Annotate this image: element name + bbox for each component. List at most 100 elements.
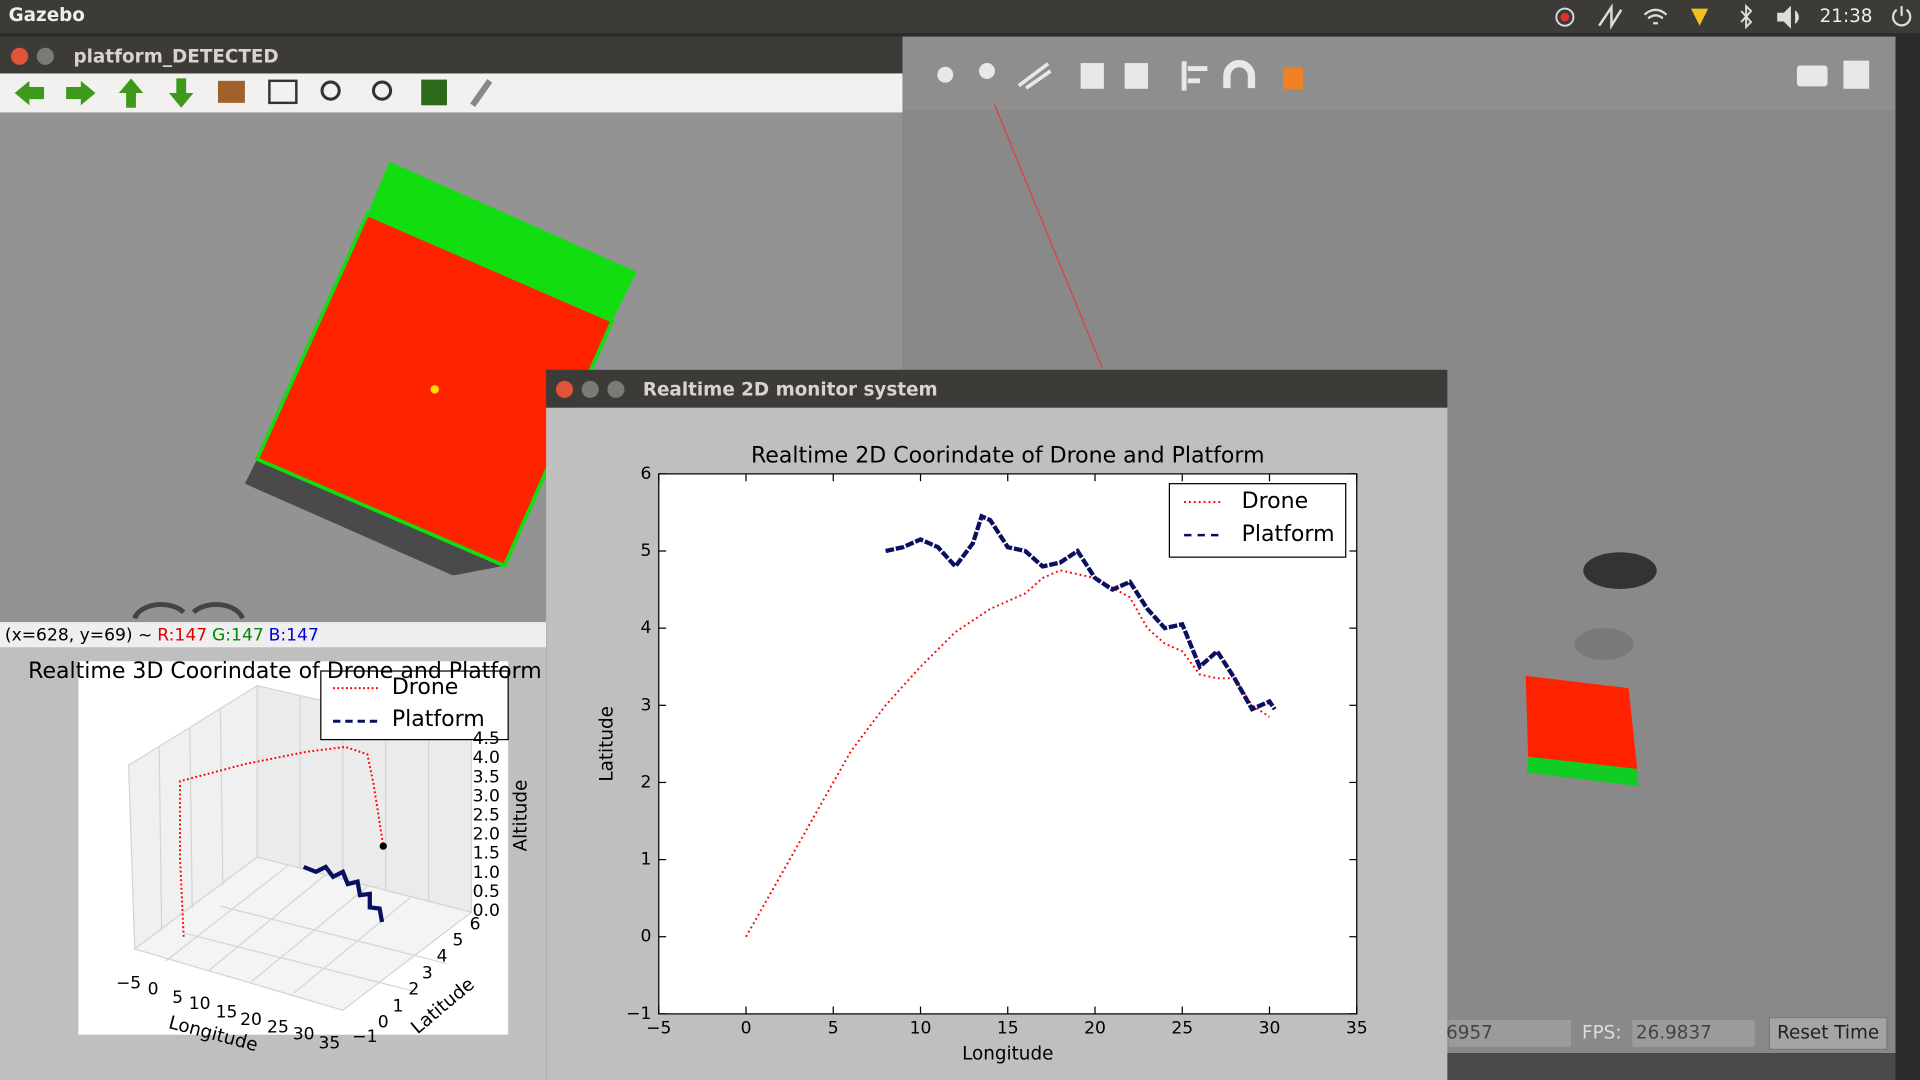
legend-label: Platform xyxy=(1242,522,1335,547)
align-tool[interactable] xyxy=(1181,61,1208,91)
sim-time: 6957 xyxy=(1446,1022,1493,1043)
status-text: (x=628, y=69) ~ R:147 G:147 B:147 xyxy=(5,626,319,646)
platform-shadow xyxy=(244,459,505,576)
sun-tool[interactable] xyxy=(937,66,954,83)
power-icon[interactable] xyxy=(1892,6,1912,27)
camera-title-bar xyxy=(0,36,903,74)
point-light-tool[interactable] xyxy=(978,63,995,79)
view-tool[interactable] xyxy=(1283,67,1303,90)
scene-drone[interactable] xyxy=(1583,552,1657,589)
y-tick-label: 5 xyxy=(453,930,464,950)
x-tick-label: 5 xyxy=(172,988,183,1008)
window-title: Realtime 2D monitor system xyxy=(643,380,938,401)
scene-platform-edge xyxy=(1526,756,1639,787)
y-axis-label: Latitude xyxy=(596,706,617,782)
fps-value: 26.9837 xyxy=(1636,1022,1712,1043)
screenshot-tool[interactable] xyxy=(1796,65,1828,87)
x-tick-label: 20 xyxy=(240,1010,262,1030)
forward-tool[interactable] xyxy=(66,80,96,106)
vpn-icon[interactable] xyxy=(1691,8,1709,26)
x-tick-label: 20 xyxy=(1084,1019,1106,1039)
clock: 21:38 xyxy=(1820,6,1873,27)
window-title: platform_DETECTED xyxy=(73,47,278,68)
minimize-button[interactable] xyxy=(581,380,599,398)
save-tool[interactable] xyxy=(421,79,447,106)
zoom-in-tool[interactable] xyxy=(320,80,341,101)
fps-field xyxy=(1632,1020,1755,1047)
ray xyxy=(993,103,1103,368)
y-tick-label: 3 xyxy=(422,963,433,983)
zoom-out-tool[interactable] xyxy=(371,80,393,101)
drone-path-3d xyxy=(179,745,385,937)
z-tick-label: 2.0 xyxy=(473,825,500,845)
legend-label: Platform xyxy=(392,707,485,732)
camera-tools xyxy=(14,78,493,108)
log-tool[interactable] xyxy=(1843,60,1870,89)
copy-tool[interactable] xyxy=(1080,63,1104,89)
sim-time-field xyxy=(1448,1020,1572,1047)
bluetooth-icon[interactable] xyxy=(1740,3,1753,30)
volume-icon[interactable] xyxy=(1777,5,1799,29)
y-tick-label: −1 xyxy=(626,1004,651,1024)
y-tick-label: 1 xyxy=(641,850,652,870)
back-tool[interactable] xyxy=(14,80,45,106)
y-tick-label: 6 xyxy=(470,914,481,934)
platform-path-3d xyxy=(302,864,385,923)
down-tool[interactable] xyxy=(168,78,194,108)
platform-green xyxy=(367,161,637,321)
pane-grid xyxy=(158,695,448,994)
x-tick-label: 25 xyxy=(267,1017,289,1037)
image-tool[interactable] xyxy=(217,80,245,103)
series-line xyxy=(745,569,1271,938)
app-name: Gazebo xyxy=(9,5,85,26)
x-tick-label: 30 xyxy=(1259,1019,1281,1039)
y-tick-label: 4 xyxy=(437,946,448,966)
camera-toolbar xyxy=(0,73,903,113)
record-icon[interactable] xyxy=(1555,7,1575,27)
x-tick-label: −5 xyxy=(646,1019,671,1039)
record-dot xyxy=(1560,12,1570,22)
y-tick-label: 2 xyxy=(641,772,652,792)
x-axis-label: Longitude xyxy=(962,1043,1053,1064)
fit-tool[interactable] xyxy=(268,79,298,105)
z-tick-label: 4.0 xyxy=(473,748,500,768)
x-tick-label: −5 xyxy=(116,973,141,993)
z-axis-label: Altitude xyxy=(511,780,532,852)
y-tick-label: −1 xyxy=(352,1027,377,1047)
x-tick-label: 15 xyxy=(997,1019,1019,1039)
y-tick-label: 1 xyxy=(393,997,404,1017)
chart-title: Realtime 2D Coorindate of Drone and Plat… xyxy=(751,444,1265,469)
plot-area xyxy=(658,473,1358,1015)
fps-label: FPS: xyxy=(1582,1022,1621,1043)
status-part: B:147 xyxy=(269,626,319,646)
minimize-button[interactable] xyxy=(36,47,54,65)
reset-time-button[interactable] xyxy=(1768,1016,1888,1051)
x-tick-label: 0 xyxy=(148,979,159,999)
y-tick-label: 4 xyxy=(641,618,652,638)
clear-tool[interactable] xyxy=(470,79,493,108)
status-part: (x=628, y=69) ~ xyxy=(5,626,153,646)
app-indicator[interactable] xyxy=(1598,3,1623,31)
paste-tool[interactable] xyxy=(1124,63,1148,89)
z-tick-label: 0.5 xyxy=(473,882,500,902)
snap-tool[interactable] xyxy=(1223,60,1256,89)
z-tick-label: 3.5 xyxy=(473,767,500,787)
z-tick-label: 2.5 xyxy=(473,806,500,826)
close-button[interactable] xyxy=(555,380,574,398)
wifi-icon[interactable] xyxy=(1643,8,1668,25)
dir-light-tool[interactable] xyxy=(1017,62,1052,90)
scene-platform[interactable] xyxy=(1525,675,1638,769)
gazebo-edge xyxy=(1895,36,1920,1080)
plot3d-legend xyxy=(320,670,509,741)
y-tick-label: 3 xyxy=(641,695,652,715)
x-tick-label: 10 xyxy=(910,1019,932,1039)
x-tick-label: 25 xyxy=(1171,1019,1193,1039)
y-tick-label: 0 xyxy=(641,927,652,947)
platform-center xyxy=(430,385,439,394)
up-tool[interactable] xyxy=(118,78,144,108)
close-button[interactable] xyxy=(11,47,29,65)
maximize-button[interactable] xyxy=(607,380,625,398)
legend-label: Drone xyxy=(1242,489,1309,514)
x-tick-label: 30 xyxy=(293,1025,315,1045)
